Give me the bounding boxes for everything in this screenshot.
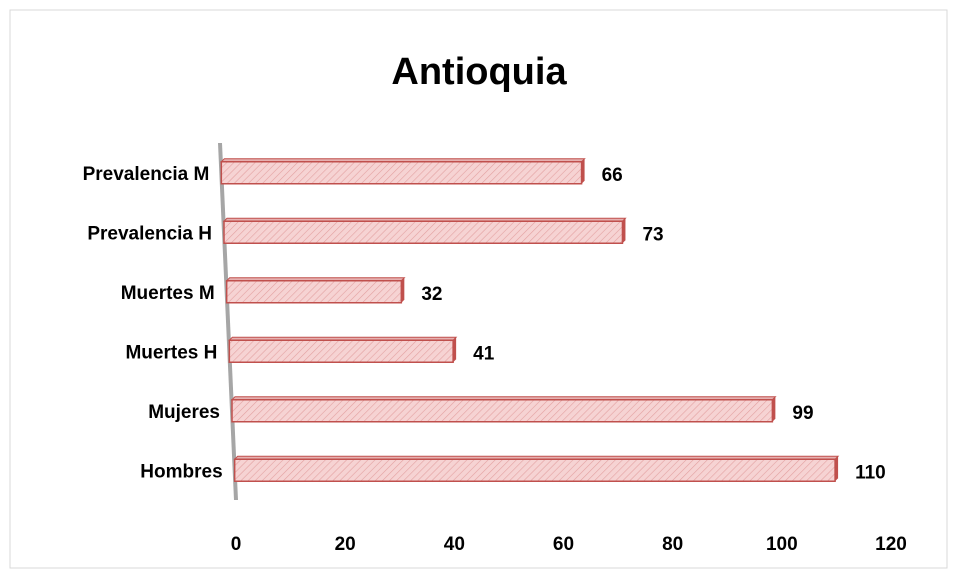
y-tick-label: Prevalencia M	[83, 164, 210, 185]
y-tick-label: Muertes M	[121, 283, 215, 304]
chart-title: Antioquia	[391, 51, 567, 93]
bar	[225, 280, 403, 304]
bar-side	[401, 277, 405, 303]
x-tick-label: 40	[444, 534, 465, 555]
bar	[220, 161, 583, 185]
x-tick-label: 80	[662, 534, 683, 555]
x-tick-label: 60	[553, 534, 574, 555]
data-label: 32	[421, 284, 442, 305]
y-tick-label: Hombres	[140, 461, 222, 482]
y-tick-label: Muertes H	[125, 342, 217, 363]
bar	[223, 220, 624, 244]
x-tick-label: 100	[766, 534, 798, 555]
bar-side	[453, 337, 457, 363]
y-tick-label: Prevalencia H	[87, 223, 212, 244]
x-tick-label: 120	[875, 534, 907, 555]
data-label: 66	[602, 165, 623, 186]
bar	[231, 399, 774, 423]
bar	[228, 339, 454, 363]
x-tick-label: 20	[335, 534, 356, 555]
data-label: 99	[792, 403, 813, 424]
data-label: 110	[855, 462, 886, 483]
y-tick-label: Mujeres	[148, 402, 220, 423]
x-tick-label: 0	[231, 534, 242, 555]
bar	[233, 458, 836, 482]
data-label: 41	[473, 343, 495, 364]
data-label: 73	[642, 224, 663, 245]
